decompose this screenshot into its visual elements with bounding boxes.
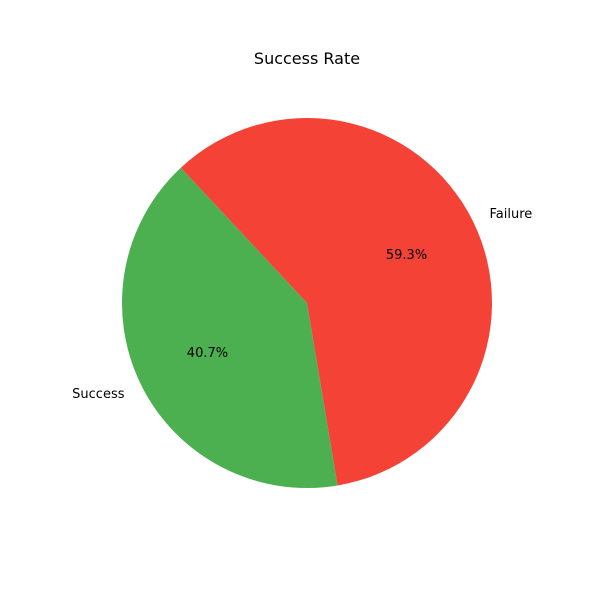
- slice-percent-failure: 59.3%: [386, 248, 427, 263]
- pie-labels: Success 40.7% Failure 59.3%: [72, 207, 532, 402]
- slice-percent-success: 40.7%: [187, 346, 228, 361]
- pie-slice-success: [121, 167, 338, 489]
- slice-label-success: Success: [72, 387, 125, 402]
- pie-slice-failure: [180, 118, 492, 486]
- pie-slices: [121, 118, 492, 489]
- chart-title: Success Rate: [254, 49, 360, 68]
- slice-label-failure: Failure: [489, 207, 532, 222]
